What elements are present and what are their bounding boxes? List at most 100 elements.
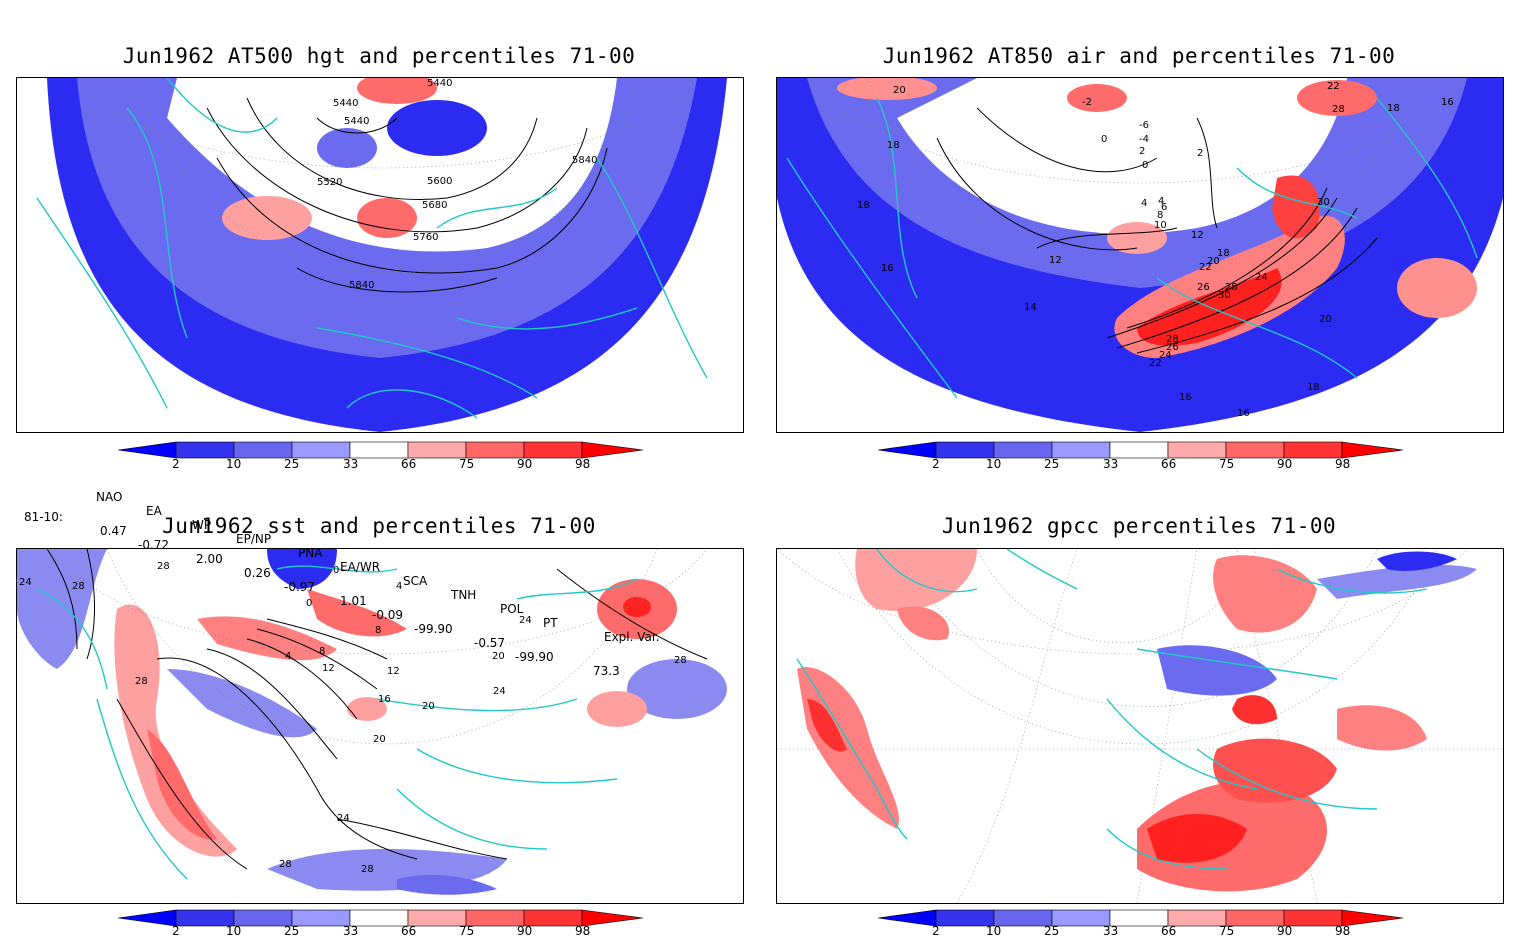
index-value: -0.09	[372, 608, 404, 622]
index-header: NAO	[96, 490, 123, 504]
contour-label: 20	[492, 651, 505, 662]
contour-label: 24	[19, 577, 32, 588]
contour-label: 20	[893, 85, 906, 96]
contour-label: 0	[333, 565, 339, 576]
contour-label: 18	[1387, 103, 1400, 114]
contour-label: 5440	[427, 78, 452, 89]
contour-label: 20	[373, 734, 386, 745]
colorbar-label: 75	[1219, 924, 1235, 938]
colorbar-label: 33	[1103, 457, 1119, 471]
map-panel-hgt: 5440 5440 5440 5520 5600 5680 5760 5840 …	[16, 77, 744, 433]
index-header: PT	[543, 616, 558, 630]
contour-label: 5520	[317, 177, 342, 188]
contour-label: 18	[887, 140, 900, 151]
colorbar-label: 2	[932, 457, 940, 471]
colorbar-label: 75	[459, 924, 475, 938]
contour-label: 2	[1139, 146, 1145, 157]
contour-label: 4	[285, 651, 291, 662]
contour-label: 20	[422, 701, 435, 712]
contour-label: 5840	[572, 155, 597, 166]
contour-label: 28	[674, 655, 687, 666]
contour-label: 8	[319, 646, 325, 657]
contour-label: 2	[1197, 148, 1203, 159]
colorbar-bottom-right: 2 10 25 33 66 75 90 98	[877, 909, 1404, 939]
map-panel-sst: 24 28 28 28 0 0 4 4 8 8 12 12 16 20 20 2…	[16, 548, 744, 904]
contour-label: 10	[1154, 220, 1167, 231]
panel-title-air: Jun1962 AT850 air and percentiles 71-00	[882, 44, 1396, 68]
index-header: WP	[192, 518, 212, 532]
colorbar-top-left: 2 10 25 33 66 75 90 98	[117, 440, 644, 474]
contour-label: 16	[1441, 97, 1454, 108]
contour-label: 18	[857, 200, 870, 211]
contour-label: 8	[375, 625, 381, 636]
colorbar-label: 90	[517, 457, 533, 471]
colorbar-label: 25	[284, 457, 300, 471]
index-value: 0.47	[100, 524, 127, 538]
colorbar-label: 90	[517, 924, 533, 938]
contour-label: 20	[1207, 256, 1220, 267]
contour-label: 5600	[427, 176, 452, 187]
contour-label: 24	[1255, 272, 1268, 283]
index-header: EA/WR	[340, 560, 381, 574]
contour-label: 12	[1191, 230, 1204, 241]
index-header: Expl. Var.	[604, 630, 660, 644]
contour-label: 5840	[349, 280, 374, 291]
contour-label: 4	[1158, 196, 1164, 207]
index-header: SCA	[403, 574, 428, 588]
contour-label: 0	[306, 598, 312, 609]
contour-label: 24	[519, 615, 532, 626]
index-header: POL	[500, 602, 524, 616]
index-header: EA	[146, 504, 162, 518]
colorbar-label: 66	[401, 457, 417, 471]
colorbar-label: 33	[1103, 924, 1119, 938]
index-header: PNA	[298, 546, 323, 560]
contour-label: 12	[322, 663, 335, 674]
contour-labels-sst: 24 28 28 28 0 0 4 4 8 8 12 12 16 20 20 2…	[19, 561, 687, 875]
index-value: 73.3	[593, 664, 620, 678]
colorbar-label: 10	[986, 924, 1002, 938]
contour-label: 4	[396, 581, 402, 592]
contour-labels-air: 20 18 18 16 14 12 10 8 6 4 2 0 -2 -4 -6 …	[857, 81, 1454, 419]
index-value: 0.26	[244, 566, 271, 580]
colorbar-bottom-left: 2 10 25 33 66 75 90 98	[117, 909, 644, 939]
contour-label: 28	[135, 676, 148, 687]
index-value: -99.90	[515, 650, 554, 664]
map-panel-gpcc	[776, 548, 1504, 904]
contour-label: 14	[1024, 302, 1037, 313]
contour-label: 20	[1319, 314, 1332, 325]
colorbar-label: 2	[172, 457, 180, 471]
colorbar-label: 98	[575, 457, 591, 471]
contour-label: 18	[1307, 382, 1320, 393]
colorbar-label: 75	[459, 457, 475, 471]
contour-label: 28	[72, 581, 85, 592]
index-value: -99.90	[414, 622, 453, 636]
contour-label: 26	[1166, 342, 1179, 353]
contour-label: 24	[493, 686, 506, 697]
contour-label: 26	[1197, 282, 1210, 293]
contour-label: 30	[1317, 197, 1330, 208]
panel-title-sst: Jun1962 sst and percentiles 71-00	[162, 514, 596, 538]
contour-label: 16	[1179, 392, 1192, 403]
colorbar-label: 2	[172, 924, 180, 938]
contour-label: -6	[1139, 120, 1149, 131]
index-header: TNH	[451, 588, 477, 602]
colorbar-label: 66	[1161, 924, 1177, 938]
contour-label: 8	[1157, 210, 1163, 221]
contour-label: 5440	[333, 98, 358, 109]
contour-label: 16	[881, 263, 894, 274]
index-value: -0.72	[138, 538, 170, 552]
colorbar-label: 90	[1277, 457, 1293, 471]
colorbar-label: 10	[226, 924, 242, 938]
colorbar-label: 98	[575, 924, 591, 938]
map-panel-air: 20 18 18 16 14 12 10 8 6 4 2 0 -2 -4 -6 …	[776, 77, 1504, 433]
contour-label: 18	[1217, 248, 1230, 259]
colorbar-label: 2	[932, 924, 940, 938]
index-header: EP/NP	[236, 532, 272, 546]
contour-label: 5680	[422, 200, 447, 211]
contour-label: 4	[1141, 198, 1147, 209]
contour-label: 22	[1149, 358, 1162, 369]
panel-title-gpcc: Jun1962 gpcc percentiles 71-00	[941, 514, 1337, 538]
contour-label: 28	[157, 561, 170, 572]
index-row-label: 81-10:	[24, 510, 63, 524]
index-value: -0.97	[284, 580, 316, 594]
